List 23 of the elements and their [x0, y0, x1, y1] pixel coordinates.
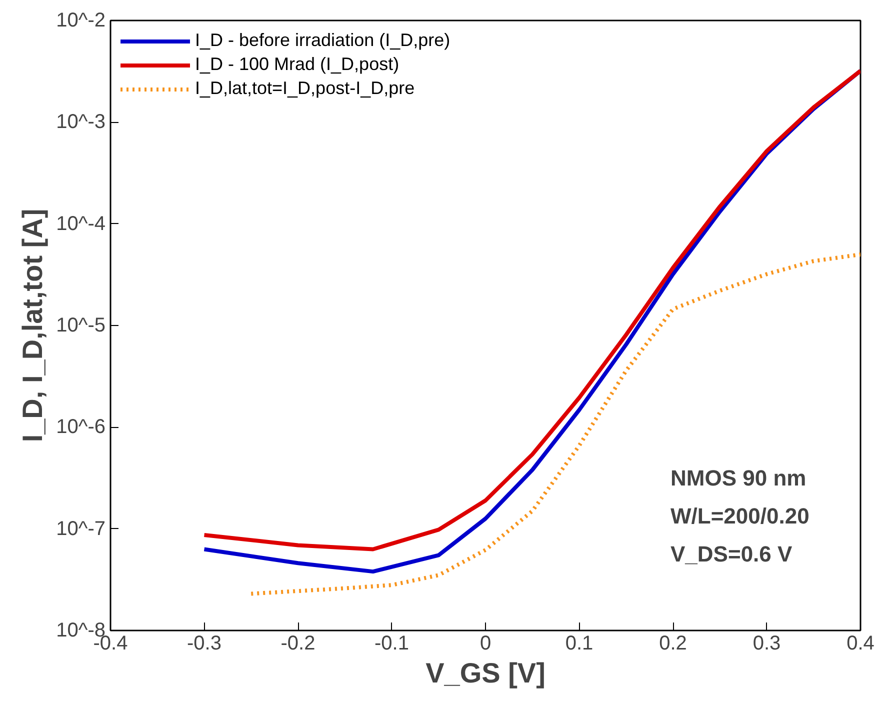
x-tick-label: 0: [480, 632, 492, 654]
legend-label: I_D - before irradiation (I_D,pre): [195, 30, 450, 51]
x-tick-label: 0.1: [565, 632, 594, 654]
x-tick-label: -0.3: [187, 632, 222, 654]
y-axis-title: I_D, I_D,lat,tot [A]: [17, 208, 48, 442]
y-tick-label: 10^-6: [56, 416, 106, 438]
line-series: [249, 252, 860, 596]
y-tick-label: 10^-7: [56, 518, 106, 540]
x-tick-label: -0.1: [374, 632, 409, 654]
x-tick-label: 0.3: [752, 632, 781, 654]
x-tick-label: 0.2: [659, 632, 687, 654]
x-tick-label: -0.2: [280, 632, 316, 654]
legend-label: I_D,lat,tot=I_D,post-I_D,pre: [195, 78, 415, 99]
y-tick-label: 10^-3: [56, 111, 106, 134]
x-tick-label: 0.4: [846, 632, 874, 654]
legend-label: I_D - 100 Mrad (I_D,post): [195, 54, 400, 75]
y-tick-label: 10^-5: [56, 314, 106, 336]
annotation: NMOS 90 nm: [670, 466, 806, 490]
annotation: W/L=200/0.20: [670, 504, 810, 528]
x-axis-title: V_GS [V]: [426, 658, 546, 688]
annotation: V_DS=0.6 V: [670, 542, 793, 566]
y-tick-label: 10^-4: [56, 212, 106, 235]
y-tick-label: 10^-2: [56, 10, 106, 32]
